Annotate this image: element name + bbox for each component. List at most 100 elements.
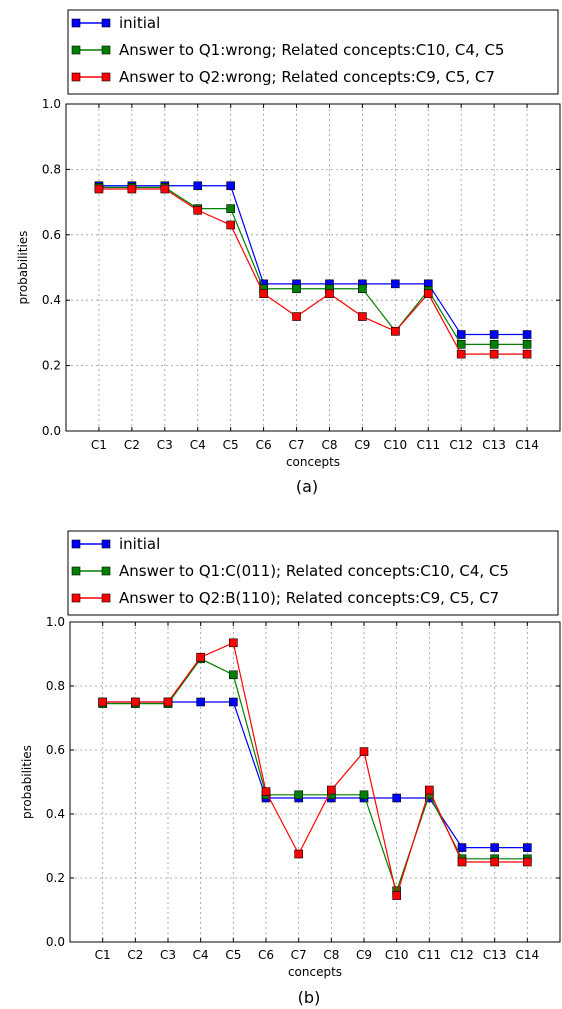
- data-point-s0-C12: [456, 330, 466, 339]
- legend-marker-right-1: [101, 45, 111, 55]
- legend-box: [67, 9, 559, 95]
- legend-marker-left-2: [71, 593, 81, 603]
- data-point-s2-C1: [94, 184, 104, 194]
- y-tick-label: 1.0: [42, 97, 61, 111]
- data-point-s2-C11: [423, 289, 433, 298]
- legend-marker-left-0: [71, 18, 81, 28]
- x-tick-label: C6: [256, 438, 272, 452]
- data-point-s1-C9: [359, 790, 369, 800]
- data-point-s2-C13: [489, 349, 499, 359]
- y-tick-label: 0.0: [46, 935, 65, 949]
- series-line-1: [102, 658, 528, 893]
- legend-marker-right-0: [101, 18, 111, 28]
- x-tick-label: C9: [354, 438, 370, 452]
- data-point-s2-C8: [327, 785, 336, 795]
- x-tick-label: C8: [321, 438, 337, 452]
- legend-box: [67, 530, 559, 616]
- x-tick-label: C11: [418, 948, 442, 962]
- data-point-s0-C12: [457, 843, 467, 852]
- x-axis-label: concepts: [286, 455, 340, 469]
- x-tick-label: C12: [449, 438, 473, 452]
- plot-frame: [69, 621, 561, 943]
- x-tick-label: C3: [160, 948, 176, 962]
- data-point-s1-C12: [456, 340, 466, 349]
- data-point-s0-C5: [226, 181, 235, 191]
- data-point-s1-C7: [294, 790, 303, 800]
- series-line-0: [102, 701, 528, 849]
- legend-marker-left-1: [71, 566, 81, 576]
- x-tick-label: C9: [356, 948, 372, 962]
- x-tick-label: C12: [450, 948, 474, 962]
- data-point-s0-C10: [391, 279, 400, 289]
- x-tick-label: C13: [483, 948, 507, 962]
- legend-marker-left-1: [71, 45, 81, 55]
- data-point-s0-C14: [522, 330, 532, 339]
- data-point-s2-C7: [292, 312, 301, 321]
- data-point-s2-C12: [457, 857, 467, 867]
- x-tick-label: C7: [291, 948, 307, 962]
- data-point-s0-C4: [196, 697, 205, 707]
- data-point-s0-C4: [193, 181, 203, 191]
- plot-frame: [65, 103, 561, 432]
- data-point-s2-C7: [294, 849, 303, 859]
- y-tick-label: 0.0: [42, 424, 61, 438]
- data-point-s2-C5: [229, 638, 238, 648]
- x-tick-label: C4: [190, 438, 206, 452]
- x-tick-label: C10: [384, 438, 408, 452]
- data-point-s2-C13: [490, 857, 499, 867]
- y-tick-label: 0.4: [42, 293, 61, 307]
- legend-marker-right-2: [101, 72, 111, 82]
- y-tick-label: 0.4: [46, 807, 65, 821]
- series-line-1: [98, 186, 528, 345]
- legend-marker-right-1: [101, 566, 111, 576]
- data-point-s2-C14: [522, 349, 532, 359]
- data-point-s0-C13: [490, 843, 499, 852]
- data-point-s2-C4: [196, 652, 205, 662]
- x-tick-label: C7: [289, 438, 305, 452]
- legend-label-2: Answer to Q2:B(110); Related concepts:C9…: [119, 589, 499, 607]
- legend-marker-right-2: [101, 593, 111, 603]
- y-tick-label: 0.6: [46, 743, 65, 757]
- y-tick-label: 0.2: [46, 871, 65, 885]
- legend-marker-right-0: [101, 539, 111, 549]
- x-tick-label: C13: [482, 438, 506, 452]
- data-point-s1-C5: [229, 670, 238, 680]
- panel-caption: (a): [296, 477, 318, 496]
- x-tick-label: C5: [225, 948, 241, 962]
- chart-panel-1: 0.0 0.2 0.4 0.6 0.8 1.0 C1 C2 C3 C4 C5 C6 C7 C8 C9 C10 C…: [20, 530, 561, 1007]
- series-line-2: [98, 188, 528, 355]
- data-point-s2-C1: [98, 697, 107, 707]
- data-point-s2-C6: [259, 289, 268, 298]
- x-tick-label: C5: [223, 438, 239, 452]
- data-point-s2-C3: [163, 697, 173, 707]
- y-axis-label: probabilities: [20, 745, 34, 819]
- data-point-s2-C11: [425, 785, 434, 795]
- data-point-s2-C2: [131, 697, 140, 707]
- data-point-s2-C9: [358, 312, 367, 321]
- y-tick-label: 0.8: [42, 162, 61, 176]
- data-point-s1-C5: [226, 204, 235, 213]
- data-point-s1-C14: [522, 340, 532, 349]
- x-tick-label: C8: [323, 948, 339, 962]
- x-tick-label: C2: [124, 438, 140, 452]
- y-tick-label: 0.6: [42, 228, 61, 242]
- data-point-s0-C5: [229, 697, 238, 707]
- x-axis-label: concepts: [288, 965, 342, 979]
- x-tick-label: C10: [385, 948, 409, 962]
- data-point-s2-C2: [127, 184, 137, 194]
- data-point-s2-C14: [523, 857, 532, 867]
- x-tick-label: C1: [91, 438, 107, 452]
- x-tick-label: C1: [95, 948, 111, 962]
- data-point-s2-C10: [392, 891, 401, 900]
- y-tick-label: 0.2: [42, 359, 61, 373]
- y-axis-label: probabilities: [16, 231, 30, 305]
- x-tick-label: C14: [515, 438, 539, 452]
- data-point-s2-C6: [261, 787, 271, 796]
- data-point-s0-C14: [523, 843, 532, 852]
- legend-label-0: initial: [119, 14, 160, 32]
- data-point-s0-C10: [392, 793, 401, 803]
- x-tick-label: C3: [157, 438, 173, 452]
- legend-label-1: Answer to Q1:wrong; Related concepts:C10…: [119, 41, 504, 59]
- data-point-s2-C10: [391, 326, 400, 336]
- data-point-s1-C7: [292, 284, 301, 294]
